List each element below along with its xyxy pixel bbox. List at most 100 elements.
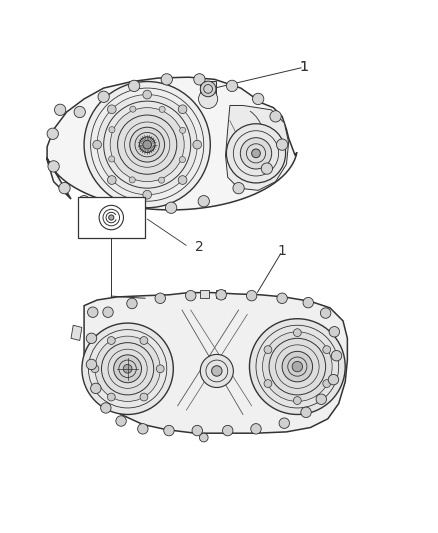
Text: 1: 1 bbox=[278, 244, 286, 259]
Circle shape bbox=[159, 107, 165, 112]
Circle shape bbox=[323, 379, 331, 387]
Text: 1: 1 bbox=[300, 60, 308, 74]
Circle shape bbox=[86, 359, 97, 370]
Circle shape bbox=[109, 215, 114, 220]
Circle shape bbox=[107, 105, 116, 114]
Circle shape bbox=[282, 351, 313, 382]
Circle shape bbox=[226, 80, 238, 92]
Polygon shape bbox=[84, 293, 347, 433]
Circle shape bbox=[130, 127, 165, 162]
Circle shape bbox=[109, 127, 115, 133]
Circle shape bbox=[252, 149, 260, 158]
Circle shape bbox=[54, 104, 66, 116]
Circle shape bbox=[276, 139, 288, 150]
Circle shape bbox=[264, 346, 272, 353]
Circle shape bbox=[91, 365, 99, 373]
Circle shape bbox=[161, 74, 173, 85]
Circle shape bbox=[102, 202, 114, 213]
Circle shape bbox=[240, 138, 272, 169]
Circle shape bbox=[247, 290, 257, 301]
Bar bbox=[200, 290, 209, 298]
Circle shape bbox=[123, 365, 132, 373]
Circle shape bbox=[199, 433, 208, 442]
Circle shape bbox=[178, 176, 187, 184]
Circle shape bbox=[143, 140, 152, 149]
Circle shape bbox=[293, 397, 301, 405]
Circle shape bbox=[91, 383, 101, 393]
Circle shape bbox=[261, 163, 272, 174]
Circle shape bbox=[301, 407, 311, 417]
Circle shape bbox=[129, 177, 135, 183]
Circle shape bbox=[264, 379, 272, 387]
Circle shape bbox=[93, 140, 102, 149]
Circle shape bbox=[84, 82, 210, 208]
Circle shape bbox=[97, 94, 197, 195]
Circle shape bbox=[155, 293, 166, 303]
Polygon shape bbox=[71, 325, 82, 341]
Circle shape bbox=[329, 327, 339, 337]
Circle shape bbox=[88, 307, 98, 318]
Circle shape bbox=[78, 196, 90, 207]
Circle shape bbox=[331, 351, 342, 361]
Bar bbox=[200, 80, 216, 99]
Circle shape bbox=[323, 346, 331, 353]
Circle shape bbox=[156, 365, 164, 373]
Circle shape bbox=[200, 81, 216, 97]
Circle shape bbox=[95, 336, 160, 401]
Circle shape bbox=[277, 293, 287, 303]
Circle shape bbox=[180, 157, 185, 163]
Circle shape bbox=[250, 319, 345, 415]
Circle shape bbox=[138, 424, 148, 434]
Circle shape bbox=[139, 137, 155, 152]
Circle shape bbox=[180, 127, 186, 133]
Circle shape bbox=[128, 80, 140, 92]
Circle shape bbox=[198, 90, 218, 109]
Circle shape bbox=[192, 425, 202, 436]
Circle shape bbox=[226, 124, 286, 183]
Circle shape bbox=[328, 375, 339, 385]
Circle shape bbox=[48, 161, 59, 172]
Circle shape bbox=[216, 289, 226, 300]
Circle shape bbox=[185, 290, 196, 301]
Polygon shape bbox=[47, 77, 297, 210]
Circle shape bbox=[293, 329, 301, 336]
Circle shape bbox=[292, 361, 303, 372]
Circle shape bbox=[98, 91, 110, 102]
Circle shape bbox=[251, 424, 261, 434]
Circle shape bbox=[279, 418, 290, 429]
Bar bbox=[216, 290, 225, 298]
Circle shape bbox=[178, 105, 187, 114]
Circle shape bbox=[107, 337, 115, 344]
Circle shape bbox=[140, 393, 148, 401]
Circle shape bbox=[109, 156, 115, 162]
Circle shape bbox=[107, 176, 116, 184]
Circle shape bbox=[233, 182, 244, 194]
Circle shape bbox=[82, 323, 173, 415]
Circle shape bbox=[164, 425, 174, 436]
Circle shape bbox=[133, 204, 144, 215]
Text: 1: 1 bbox=[300, 60, 308, 74]
Circle shape bbox=[262, 332, 332, 401]
Circle shape bbox=[116, 416, 126, 426]
Circle shape bbox=[107, 393, 115, 401]
Circle shape bbox=[130, 106, 136, 112]
Circle shape bbox=[253, 93, 264, 104]
Circle shape bbox=[47, 128, 58, 140]
Circle shape bbox=[101, 403, 111, 413]
Circle shape bbox=[200, 354, 233, 387]
Circle shape bbox=[140, 337, 148, 344]
Circle shape bbox=[212, 366, 222, 376]
Bar bbox=[78, 197, 145, 238]
Circle shape bbox=[166, 202, 177, 213]
Circle shape bbox=[143, 190, 152, 199]
Circle shape bbox=[86, 333, 97, 344]
Polygon shape bbox=[226, 106, 289, 190]
Circle shape bbox=[193, 140, 201, 149]
Circle shape bbox=[194, 74, 205, 85]
Circle shape bbox=[114, 355, 141, 383]
Text: 2: 2 bbox=[195, 240, 204, 254]
Circle shape bbox=[321, 308, 331, 318]
Circle shape bbox=[159, 177, 165, 183]
Circle shape bbox=[198, 196, 209, 207]
Circle shape bbox=[74, 107, 85, 118]
